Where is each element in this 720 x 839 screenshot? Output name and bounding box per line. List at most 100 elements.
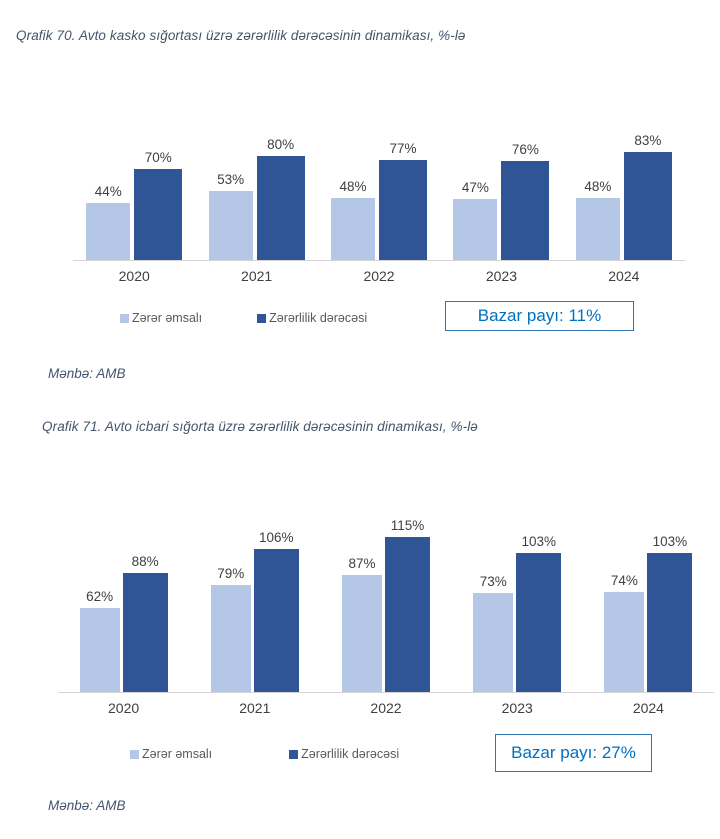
bar-group-2020: 62% 88% <box>58 498 189 692</box>
bar-group-2023: 73% 103% <box>452 498 583 692</box>
bar <box>379 160 428 260</box>
legend-label: Zərərlilik dərəcəsi <box>301 747 400 761</box>
x-axis-labels-kasko: 2020 2021 2022 2023 2024 <box>73 261 685 284</box>
data-label: 70% <box>144 150 172 165</box>
loss-ratio-bar: 103% <box>516 498 562 692</box>
data-label: 73% <box>479 574 507 589</box>
data-label: 87% <box>348 556 376 571</box>
bar-chart-kasko: 44% 70% 53% 80% 48% 77% 47% 76% 48% 83% <box>73 65 685 261</box>
bar <box>79 608 120 692</box>
loss-ratio-bar: 76% <box>501 65 550 260</box>
bar-group-2024: 74% 103% <box>583 498 714 692</box>
bar <box>647 553 693 692</box>
data-label: 83% <box>634 133 662 148</box>
loss-ratio-bar: 103% <box>647 498 693 692</box>
chart-section-kasko: Qrafik 70. Avto kasko sığortası üzrə zər… <box>0 28 720 381</box>
bar-group-2023: 47% 76% <box>440 65 562 260</box>
data-label: 53% <box>217 172 245 187</box>
bar <box>453 199 498 260</box>
legend-label: Zərər əmsalı <box>132 311 203 325</box>
loss-ratio-bar: 83% <box>623 65 672 260</box>
x-axis-label: 2022 <box>363 268 395 284</box>
chart-title-kasko: Qrafik 70. Avto kasko sığortası üzrə zər… <box>16 28 466 43</box>
legend-item: Zərər əmsalı <box>120 311 202 325</box>
data-label: 106% <box>259 530 294 545</box>
bar-group-2020: 44% 70% <box>73 65 195 260</box>
data-label: 80% <box>267 137 295 152</box>
data-label: 62% <box>86 589 114 604</box>
loss-ratio-bar: 80% <box>256 65 305 260</box>
x-axis-labels-icbari: 2020 2021 2022 2023 2024 <box>58 693 714 716</box>
legend-item: Zərərlilik dərəcəsi <box>289 747 399 761</box>
market-share-box-icbari: Bazar payı: 27% <box>495 734 652 772</box>
loss-coefficient-bar: 48% <box>575 65 620 260</box>
bar <box>256 156 305 260</box>
bar-group-2024: 48% 83% <box>563 65 685 260</box>
x-axis-label: 2024 <box>632 700 664 716</box>
bar <box>86 203 131 260</box>
loss-coefficient-bar: 48% <box>331 65 376 260</box>
bar-chart-icbari: 62% 88% 79% 106% 87% 115% 73% 103% 74% 103% <box>58 498 714 693</box>
x-axis-label: 2024 <box>608 268 640 284</box>
data-label: 74% <box>610 573 638 588</box>
bar <box>122 573 168 692</box>
bar <box>623 152 672 260</box>
loss-coefficient-bar: 44% <box>86 65 131 260</box>
source-note-icbari: Mənbə: AMB <box>48 798 126 813</box>
chart-legend-kasko: Zərər əmsalı Zərərlilik dərəcəsi <box>120 311 367 325</box>
legend-item: Zərər əmsalı <box>130 747 212 761</box>
x-axis-label: 2021 <box>239 700 271 716</box>
bar-group-2021: 79% 106% <box>189 498 320 692</box>
data-label: 79% <box>217 566 245 581</box>
data-label: 47% <box>461 180 489 195</box>
loss-ratio-bar: 88% <box>122 498 168 692</box>
loss-coefficient-bar: 47% <box>453 65 498 260</box>
legend-row-icbari: Zərər əmsalı Zərərlilik dərəcəsi Bazar pa… <box>0 734 720 774</box>
bar <box>575 198 620 260</box>
x-axis-label: 2023 <box>485 268 517 284</box>
legend-marker-icon <box>120 313 129 323</box>
bar <box>342 575 382 692</box>
bar-group-2022: 87% 115% <box>320 498 451 692</box>
bar <box>516 553 562 692</box>
legend-item: Zərərlilik dərəcəsi <box>257 311 367 325</box>
loss-coefficient-bar: 73% <box>473 498 514 692</box>
legend-label: Zərərlilik dərəcəsi <box>269 311 368 325</box>
loss-coefficient-bar: 79% <box>210 498 251 692</box>
x-axis-label: 2022 <box>370 700 402 716</box>
bar-group-2021: 53% 80% <box>195 65 317 260</box>
bar <box>604 592 645 692</box>
loss-ratio-bar: 70% <box>134 65 183 260</box>
market-share-label-icbari: Bazar payı: 27% <box>511 743 636 762</box>
loss-coefficient-bar: 74% <box>604 498 645 692</box>
loss-coefficient-bar: 62% <box>79 498 120 692</box>
legend-marker-icon <box>130 749 139 759</box>
data-label: 48% <box>339 179 367 194</box>
data-label: 44% <box>94 184 122 199</box>
loss-coefficient-bar: 87% <box>342 498 382 692</box>
bar-group-2022: 48% 77% <box>318 65 440 260</box>
loss-ratio-bar: 77% <box>379 65 428 260</box>
x-axis-label: 2021 <box>241 268 273 284</box>
legend-marker-icon <box>257 313 267 323</box>
bar <box>208 191 253 260</box>
x-axis-label: 2020 <box>108 700 140 716</box>
legend-label: Zərər əmsalı <box>142 747 213 761</box>
loss-ratio-bar: 115% <box>385 498 430 692</box>
loss-ratio-bar: 106% <box>253 498 299 692</box>
bar <box>473 593 514 692</box>
x-axis-label: 2023 <box>501 700 533 716</box>
data-label: 103% <box>521 534 556 549</box>
data-label: 115% <box>390 518 425 533</box>
loss-coefficient-bar: 53% <box>208 65 253 260</box>
bar <box>134 169 183 260</box>
data-label: 103% <box>652 534 688 549</box>
data-label: 88% <box>131 554 159 569</box>
data-label: 77% <box>389 141 417 156</box>
legend-row-kasko: Zərər əmsalı Zərərlilik dərəcəsi Bazar pa… <box>0 300 720 336</box>
bar <box>253 549 299 692</box>
bar <box>331 198 376 260</box>
bar <box>385 537 430 692</box>
data-label: 48% <box>584 179 612 194</box>
legend-marker-icon <box>289 749 299 759</box>
